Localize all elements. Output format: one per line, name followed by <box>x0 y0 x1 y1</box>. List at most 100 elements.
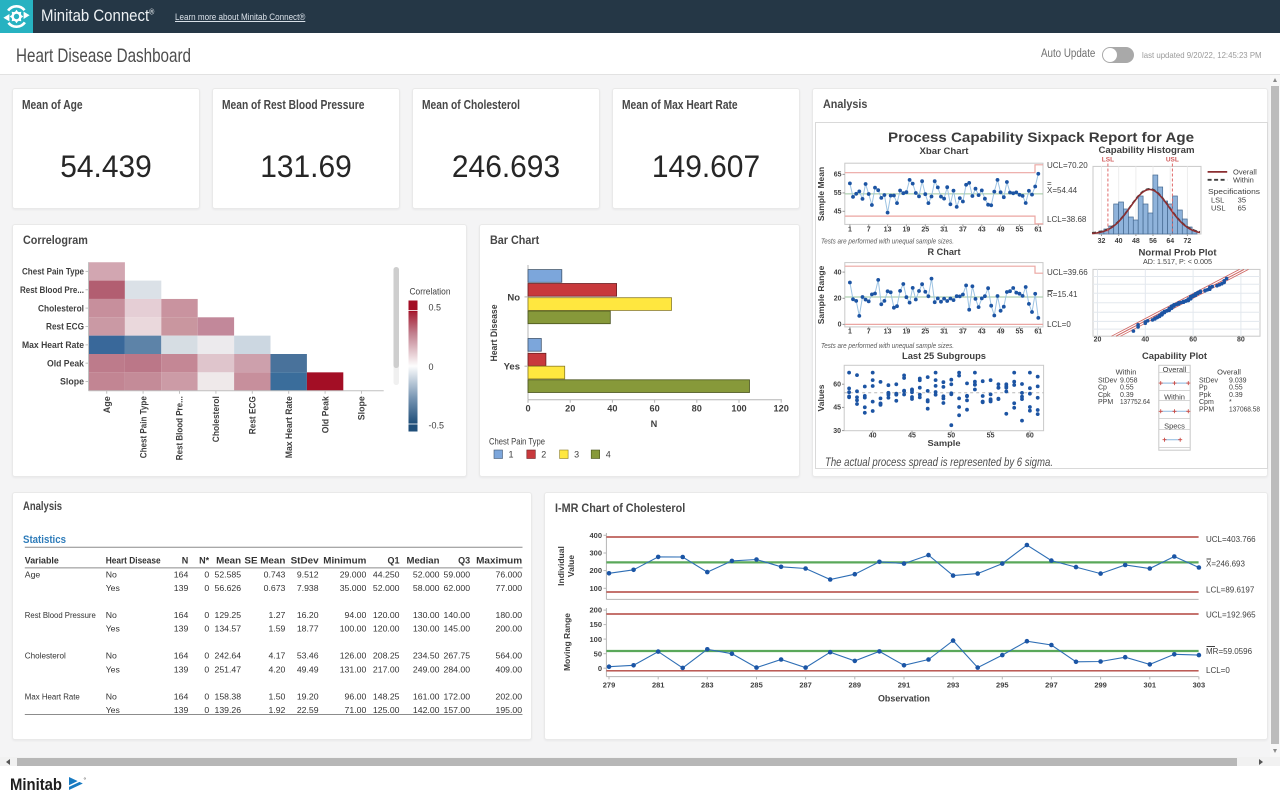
svg-text:Cpk: Cpk <box>1098 392 1111 399</box>
svg-text:13: 13 <box>884 227 892 234</box>
svg-text:StDev: StDev <box>1098 378 1118 385</box>
svg-text:Sample Mean: Sample Mean <box>816 167 826 221</box>
svg-text:13: 13 <box>884 329 892 336</box>
svg-text:0.673: 0.673 <box>264 583 286 593</box>
svg-text:120.00: 120.00 <box>373 624 400 634</box>
svg-text:125.00: 125.00 <box>373 705 400 715</box>
svg-text:37: 37 <box>959 329 967 336</box>
svg-text:Sample Range: Sample Range <box>816 265 826 324</box>
svg-text:Chest Pain Type: Chest Pain Type <box>489 437 545 448</box>
svg-text:Mean: Mean <box>216 556 241 566</box>
svg-text:N*: N* <box>199 556 209 566</box>
svg-text:Chest Pain Type: Chest Pain Type <box>138 396 149 458</box>
svg-text:19.20: 19.20 <box>297 691 319 701</box>
svg-text:Cp: Cp <box>1098 385 1107 392</box>
svg-text:100: 100 <box>589 584 602 593</box>
svg-text:161.00: 161.00 <box>413 691 440 701</box>
svg-text:Within: Within <box>1164 393 1185 402</box>
svg-text:48: 48 <box>1132 238 1140 245</box>
svg-text:Yes: Yes <box>106 624 121 634</box>
svg-text:40: 40 <box>1141 337 1149 344</box>
svg-text:Max Heart Rate: Max Heart Rate <box>22 340 84 351</box>
svg-text:40: 40 <box>607 404 617 414</box>
svg-text:Last 25 Subgroups: Last 25 Subgroups <box>902 351 986 362</box>
svg-text:9.039: 9.039 <box>1229 378 1247 385</box>
svg-text:289: 289 <box>849 681 862 690</box>
svg-text:9.512: 9.512 <box>297 570 319 580</box>
svg-text:0: 0 <box>204 610 209 620</box>
svg-text:4: 4 <box>606 450 611 460</box>
svg-text:Variable: Variable <box>25 556 59 566</box>
svg-text:0.39: 0.39 <box>1120 392 1134 399</box>
svg-text:Overall: Overall <box>1217 368 1241 377</box>
svg-text:52.000: 52.000 <box>413 570 440 580</box>
svg-text:139: 139 <box>174 624 189 634</box>
svg-text:Capability Histogram: Capability Histogram <box>1099 145 1195 156</box>
svg-text:52.585: 52.585 <box>215 570 242 580</box>
svg-text:140.00: 140.00 <box>444 610 471 620</box>
svg-text:UCL=70.20: UCL=70.20 <box>1047 161 1088 170</box>
svg-text:Statistics: Statistics <box>23 534 66 546</box>
svg-text:299: 299 <box>1094 681 1107 690</box>
svg-text:Old Peak: Old Peak <box>47 358 85 369</box>
svg-text:72: 72 <box>1184 238 1192 245</box>
svg-text:59.000: 59.000 <box>444 570 471 580</box>
svg-text:No: No <box>106 610 117 620</box>
svg-text:Yes: Yes <box>106 705 121 715</box>
svg-text:Q1: Q1 <box>387 556 399 566</box>
svg-text:20: 20 <box>565 404 575 414</box>
svg-text:100: 100 <box>589 635 602 644</box>
svg-text:71.00: 71.00 <box>345 705 367 715</box>
svg-text:100.00: 100.00 <box>340 624 367 634</box>
svg-text:Cholesterol: Cholesterol <box>38 303 84 314</box>
svg-text:131.00: 131.00 <box>340 664 367 674</box>
svg-text:No: No <box>507 292 520 303</box>
svg-text:StDev: StDev <box>291 556 319 566</box>
svg-text:279: 279 <box>603 681 616 690</box>
svg-text:Slope: Slope <box>60 377 84 388</box>
svg-text:Tests are performed with unequ: Tests are performed with unequal sample … <box>821 237 954 246</box>
svg-text:164: 164 <box>174 610 189 620</box>
svg-text:297: 297 <box>1045 681 1058 690</box>
svg-text:50: 50 <box>947 433 955 440</box>
svg-text:29.000: 29.000 <box>340 570 367 580</box>
svg-text:60: 60 <box>1189 337 1197 344</box>
svg-text:Pp: Pp <box>1199 385 1208 392</box>
svg-text:Yes: Yes <box>106 664 121 674</box>
svg-text:Values: Values <box>816 384 826 411</box>
svg-text:*: * <box>1229 399 1232 406</box>
svg-text:0: 0 <box>525 404 530 414</box>
svg-text:53.46: 53.46 <box>297 651 319 661</box>
svg-text:Slope: Slope <box>357 396 368 420</box>
svg-text:9.058: 9.058 <box>1120 378 1138 385</box>
svg-text:7: 7 <box>867 329 871 336</box>
svg-text:MR=59.0596: MR=59.0596 <box>1206 647 1253 656</box>
svg-text:139.26: 139.26 <box>215 705 242 715</box>
svg-text:80: 80 <box>1237 337 1245 344</box>
svg-text:285: 285 <box>750 681 763 690</box>
svg-text:44.250: 44.250 <box>373 570 400 580</box>
svg-text:137752.64: 137752.64 <box>1120 399 1150 406</box>
svg-text:43: 43 <box>978 227 986 234</box>
svg-text:45: 45 <box>908 433 916 440</box>
svg-text:0.55: 0.55 <box>1229 385 1243 392</box>
svg-text:Within: Within <box>1116 368 1137 377</box>
svg-text:Yes: Yes <box>106 583 121 593</box>
svg-text:129.25: 129.25 <box>215 610 242 620</box>
svg-text:37: 37 <box>959 227 967 234</box>
svg-text:80: 80 <box>692 404 702 414</box>
svg-text:1.27: 1.27 <box>268 610 285 620</box>
svg-text:19: 19 <box>903 227 911 234</box>
svg-text:Chest Pain Type: Chest Pain Type <box>22 267 84 278</box>
svg-text:120: 120 <box>774 404 789 414</box>
svg-text:126.00: 126.00 <box>340 651 367 661</box>
svg-text:No: No <box>106 691 117 701</box>
svg-text:Rest Blood Pressure: Rest Blood Pressure <box>25 610 96 620</box>
svg-text:2: 2 <box>541 450 546 460</box>
svg-text:Max Heart Rate: Max Heart Rate <box>284 396 295 458</box>
svg-text:Moving Range: Moving Range <box>562 613 572 671</box>
svg-text:251.47: 251.47 <box>215 664 242 674</box>
svg-text:45: 45 <box>833 405 841 412</box>
svg-text:55: 55 <box>1016 227 1024 234</box>
svg-text:R=15.41: R=15.41 <box>1047 290 1078 299</box>
